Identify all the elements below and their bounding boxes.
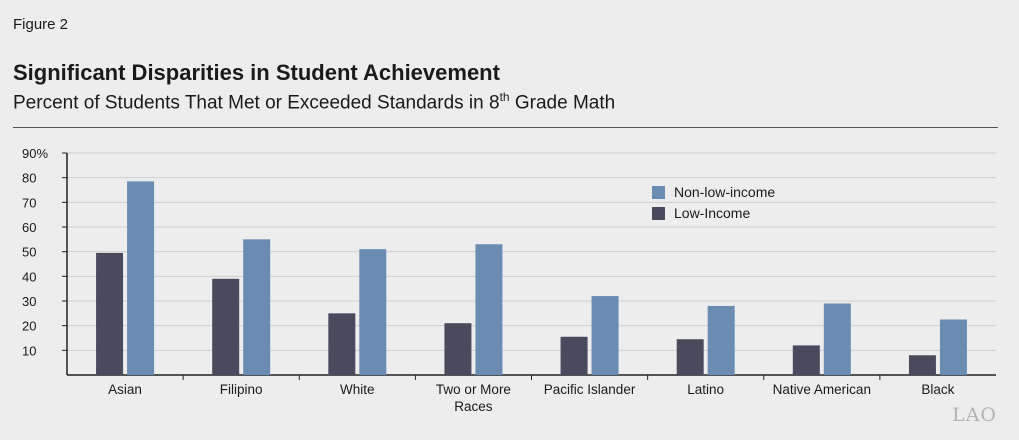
bar-low-income [444,323,472,375]
x-tick-label: Native American [773,382,871,397]
y-tick-label: 70 [22,195,36,210]
bar-low-income [96,252,124,375]
legend-swatch [652,207,665,220]
bar-non-low-income [707,305,735,375]
figure-label: Figure 2 [13,16,69,33]
x-tick-label: Pacific Islander [544,382,636,397]
y-tick-label: 40 [22,269,36,284]
bar-low-income [676,339,704,375]
bar-non-low-income [127,181,155,375]
bar-low-income [560,336,588,375]
chart-subtitle: Percent of Students That Met or Exceeded… [13,90,616,114]
x-tick-label: Two or More [436,382,511,397]
bar-low-income [328,313,356,375]
bar-non-low-income [243,239,271,375]
y-tick-label: 30 [22,294,36,309]
x-tick-label: White [340,382,375,397]
x-tick-label: Filipino [220,382,263,397]
x-tick-label: Asian [108,382,142,397]
y-tick-label: 90% [22,146,48,161]
y-tick-label: 50 [22,245,36,260]
bar-low-income [212,278,240,375]
x-tick-label: Black [921,382,954,397]
legend-swatch [652,186,665,199]
title-divider [13,127,998,128]
y-tick-label: 80 [22,171,36,186]
bar-non-low-income [591,296,619,375]
bar-low-income [908,355,936,375]
chart-title: Significant Disparities in Student Achie… [13,60,500,85]
bar-non-low-income [939,319,967,375]
legend-label: Non-low-income [674,184,775,200]
x-tick-label: Latino [687,382,724,397]
legend-label: Low-Income [674,205,750,221]
bar-non-low-income [823,303,851,375]
y-tick-label: 20 [22,319,36,334]
lao-logo: LAO [952,404,997,426]
y-tick-label: 60 [22,220,36,235]
x-tick-label: Races [454,399,493,414]
y-tick-label: 10 [22,343,36,358]
bar-low-income [792,345,820,375]
bar-non-low-income [475,244,503,375]
bar-non-low-income [359,249,387,375]
